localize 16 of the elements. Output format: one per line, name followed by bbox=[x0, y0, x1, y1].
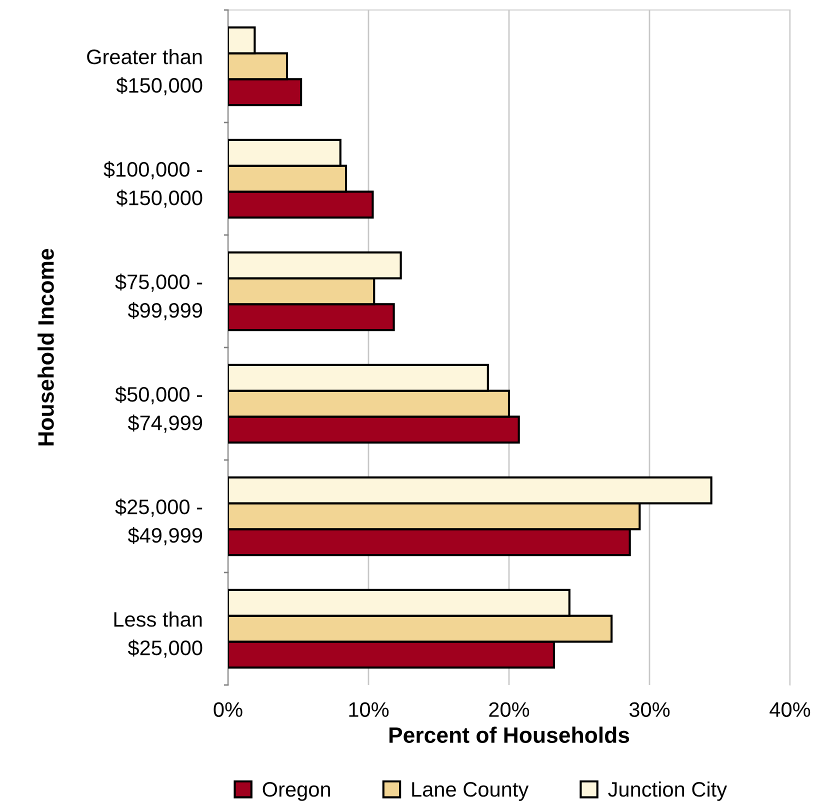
y-tick-label: $100,000 - $150,000 bbox=[104, 161, 202, 208]
legend-label: Oregon bbox=[262, 782, 330, 801]
legend-label: Junction City bbox=[608, 781, 728, 801]
x-tick-label: 20% bbox=[489, 702, 530, 717]
y-axis-title: Household Income bbox=[38, 248, 54, 446]
y-tick-label: $25,000 - $49,999 bbox=[115, 498, 202, 546]
x-tick-label: 40% bbox=[770, 702, 810, 717]
x-tick-label: 10% bbox=[349, 702, 389, 717]
y-tick-label: $50,000 - $74,999 bbox=[115, 386, 202, 433]
y-tick-label: Less than $25,000 bbox=[114, 611, 202, 658]
x-axis-title: Percent of Households bbox=[389, 726, 630, 743]
x-tick-label: 0% bbox=[214, 702, 242, 717]
legend-label: Lane County bbox=[412, 782, 529, 801]
y-tick-label: $75,000 - $99,999 bbox=[115, 274, 202, 320]
x-tick-label: 30% bbox=[629, 702, 670, 717]
y-tick-label: Greater than $150,000 bbox=[87, 48, 202, 96]
